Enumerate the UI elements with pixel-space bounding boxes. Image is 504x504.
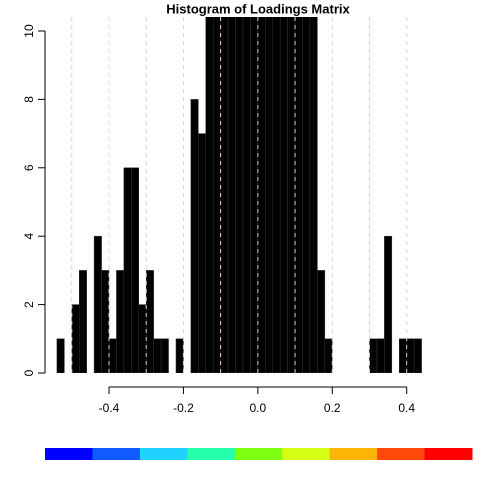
bar — [294, 17, 303, 373]
bar — [123, 167, 132, 373]
bar — [257, 17, 266, 373]
colorbar-swatch — [234, 448, 283, 460]
bar — [399, 338, 407, 373]
colorbar-swatch — [329, 448, 378, 460]
y-tick-label: 4 — [22, 233, 36, 240]
colorbar-swatch — [139, 448, 188, 460]
colorbar-swatch — [424, 448, 473, 460]
x-tick-label: 0.0 — [250, 401, 267, 415]
bar — [56, 338, 65, 373]
bar — [116, 270, 125, 373]
bar — [235, 17, 244, 373]
bar — [131, 167, 140, 373]
bar — [279, 17, 288, 373]
bar — [145, 270, 154, 373]
bar — [250, 17, 259, 373]
bar — [205, 17, 214, 373]
bar — [242, 17, 251, 373]
bar — [317, 270, 326, 373]
bar — [324, 338, 333, 373]
bar — [384, 235, 393, 373]
bar — [309, 17, 318, 373]
x-tick-label: 0.2 — [324, 401, 341, 415]
colorbar-swatch — [187, 448, 236, 460]
bar — [212, 17, 221, 373]
bar — [376, 338, 385, 373]
bar — [160, 338, 169, 373]
x-tick-label: -0.4 — [99, 401, 120, 415]
bar — [93, 235, 102, 373]
y-tick-label: 6 — [22, 164, 36, 171]
chart-title: Histogram of Loadings Matrix — [166, 1, 350, 16]
y-tick-label: 0 — [22, 369, 36, 376]
y-tick-label: 10 — [22, 24, 36, 38]
bar — [265, 17, 273, 373]
bar — [413, 338, 422, 373]
bar — [272, 17, 281, 373]
y-tick-label: 8 — [22, 96, 36, 103]
plot-area — [56, 17, 422, 373]
bar — [198, 133, 207, 373]
y-tick-label: 2 — [22, 301, 36, 308]
bar — [220, 17, 229, 373]
x-tick-label: 0.4 — [398, 401, 415, 415]
bar — [71, 304, 80, 373]
bar — [78, 270, 87, 373]
bar — [101, 270, 110, 373]
colorbar-swatch — [45, 448, 93, 460]
bar — [287, 17, 296, 373]
bar — [190, 99, 199, 373]
bar — [302, 17, 311, 373]
bar — [175, 338, 184, 373]
bar — [406, 338, 415, 373]
colorbar-swatch — [282, 448, 331, 460]
colorbar-swatch — [92, 448, 141, 460]
bar — [138, 304, 147, 373]
x-tick-label: -0.2 — [173, 401, 194, 415]
bar — [227, 17, 236, 373]
bar — [153, 338, 162, 373]
bar — [369, 338, 378, 373]
bar — [108, 338, 117, 373]
colorbar-swatch — [377, 448, 426, 460]
